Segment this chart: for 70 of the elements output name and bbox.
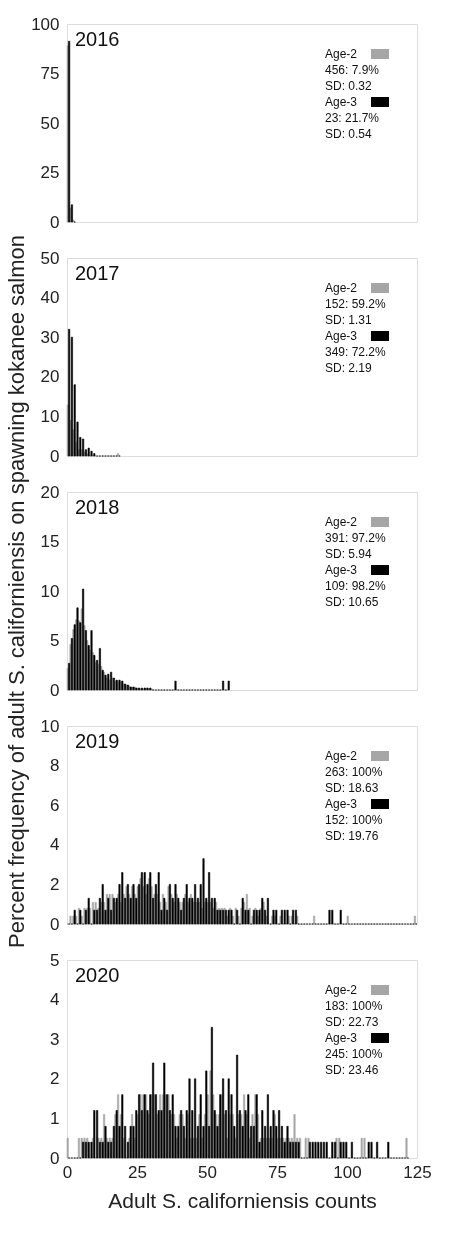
x-tick-label: 125 xyxy=(403,1162,432,1182)
annotation: SD: 0.54 xyxy=(325,127,373,141)
legend-label: Age-3 xyxy=(325,95,358,109)
legend-label: Age-3 xyxy=(325,329,358,343)
annotation: SD: 2.19 xyxy=(325,361,373,375)
y-tick-label: 3 xyxy=(50,1029,60,1049)
chart-title: 2017 xyxy=(75,262,120,284)
y-tick-label: 50 xyxy=(40,113,60,133)
y-tick-label: 4 xyxy=(50,835,60,855)
y-tick-label: 5 xyxy=(50,950,60,970)
annotation: SD: 0.32 xyxy=(325,79,373,93)
y-tick-label: 20 xyxy=(40,482,60,502)
y-tick-label: 6 xyxy=(50,795,60,815)
y-tick-label: 0 xyxy=(50,446,60,466)
annotation: 23: 21.7% xyxy=(325,111,380,125)
chart-title: 2020 xyxy=(75,964,120,986)
annotation: SD: 1.31 xyxy=(325,313,373,327)
y-tick-label: 40 xyxy=(40,288,60,308)
annotation: 152: 59.2% xyxy=(325,297,387,311)
x-tick-label: 100 xyxy=(333,1162,362,1182)
y-tick-label: 100 xyxy=(31,14,60,34)
y-tick-label: 0 xyxy=(50,212,60,232)
annotation: 391: 97.2% xyxy=(325,531,387,545)
chart-title: 2016 xyxy=(75,28,120,50)
annotation: 183: 100% xyxy=(325,999,383,1013)
legend-label: Age-3 xyxy=(325,1031,358,1045)
legend-label: Age-2 xyxy=(325,281,358,295)
annotation: SD: 22.73 xyxy=(325,1015,379,1029)
y-tick-label: 2 xyxy=(50,874,60,894)
legend-label: Age-2 xyxy=(325,983,358,997)
y-tick-label: 75 xyxy=(40,64,60,83)
annotation: SD: 10.65 xyxy=(325,595,379,609)
legend-label: Age-2 xyxy=(325,749,358,763)
annotation: SD: 19.76 xyxy=(325,829,379,843)
legend-label: Age-2 xyxy=(325,47,358,61)
legend-label: Age-2 xyxy=(325,515,358,529)
y-tick-label: 2 xyxy=(50,1069,60,1089)
annotation: 109: 98.2% xyxy=(325,579,387,593)
y-tick-label: 0 xyxy=(50,914,60,934)
chart-title: 2019 xyxy=(75,730,120,752)
y-tick-label: 5 xyxy=(50,631,60,650)
annotation: 349: 72.2% xyxy=(325,345,387,359)
chart-title: 2018 xyxy=(75,496,120,518)
annotation: 263: 100% xyxy=(325,765,383,779)
y-tick-label: 8 xyxy=(50,756,60,776)
y-tick-label: 1 xyxy=(50,1108,60,1128)
annotation: SD: 23.46 xyxy=(325,1063,379,1077)
y-tick-label: 50 xyxy=(40,248,60,268)
y-tick-label: 10 xyxy=(40,581,60,601)
y-tick-label: 0 xyxy=(50,680,60,700)
x-axis-title: Adult S. californiensis counts xyxy=(108,1188,377,1212)
y-tick-label: 10 xyxy=(40,716,60,736)
legend-label: Age-3 xyxy=(325,563,358,577)
y-tick-label: 4 xyxy=(50,990,60,1010)
legend-label: Age-3 xyxy=(325,797,358,811)
annotation: 456: 7.9% xyxy=(325,63,380,77)
y-tick-label: 15 xyxy=(40,532,60,551)
annotation: SD: 18.63 xyxy=(325,781,379,795)
y-axis-title: Percent frequency of adult S. californiensis on spawning kokanee salmon xyxy=(3,235,29,948)
y-tick-label: 20 xyxy=(40,367,60,387)
x-tick-label: 25 xyxy=(128,1162,147,1182)
x-tick-label: 75 xyxy=(268,1162,287,1182)
x-tick-label: 50 xyxy=(198,1162,217,1182)
y-tick-label: 10 xyxy=(40,406,60,426)
y-tick-label: 30 xyxy=(40,327,60,347)
annotation: 245: 100% xyxy=(325,1047,383,1061)
annotation: SD: 5.94 xyxy=(325,547,373,561)
annotation: 152: 100% xyxy=(325,813,383,827)
y-tick-label: 0 xyxy=(50,1148,60,1168)
y-tick-label: 25 xyxy=(40,163,60,182)
